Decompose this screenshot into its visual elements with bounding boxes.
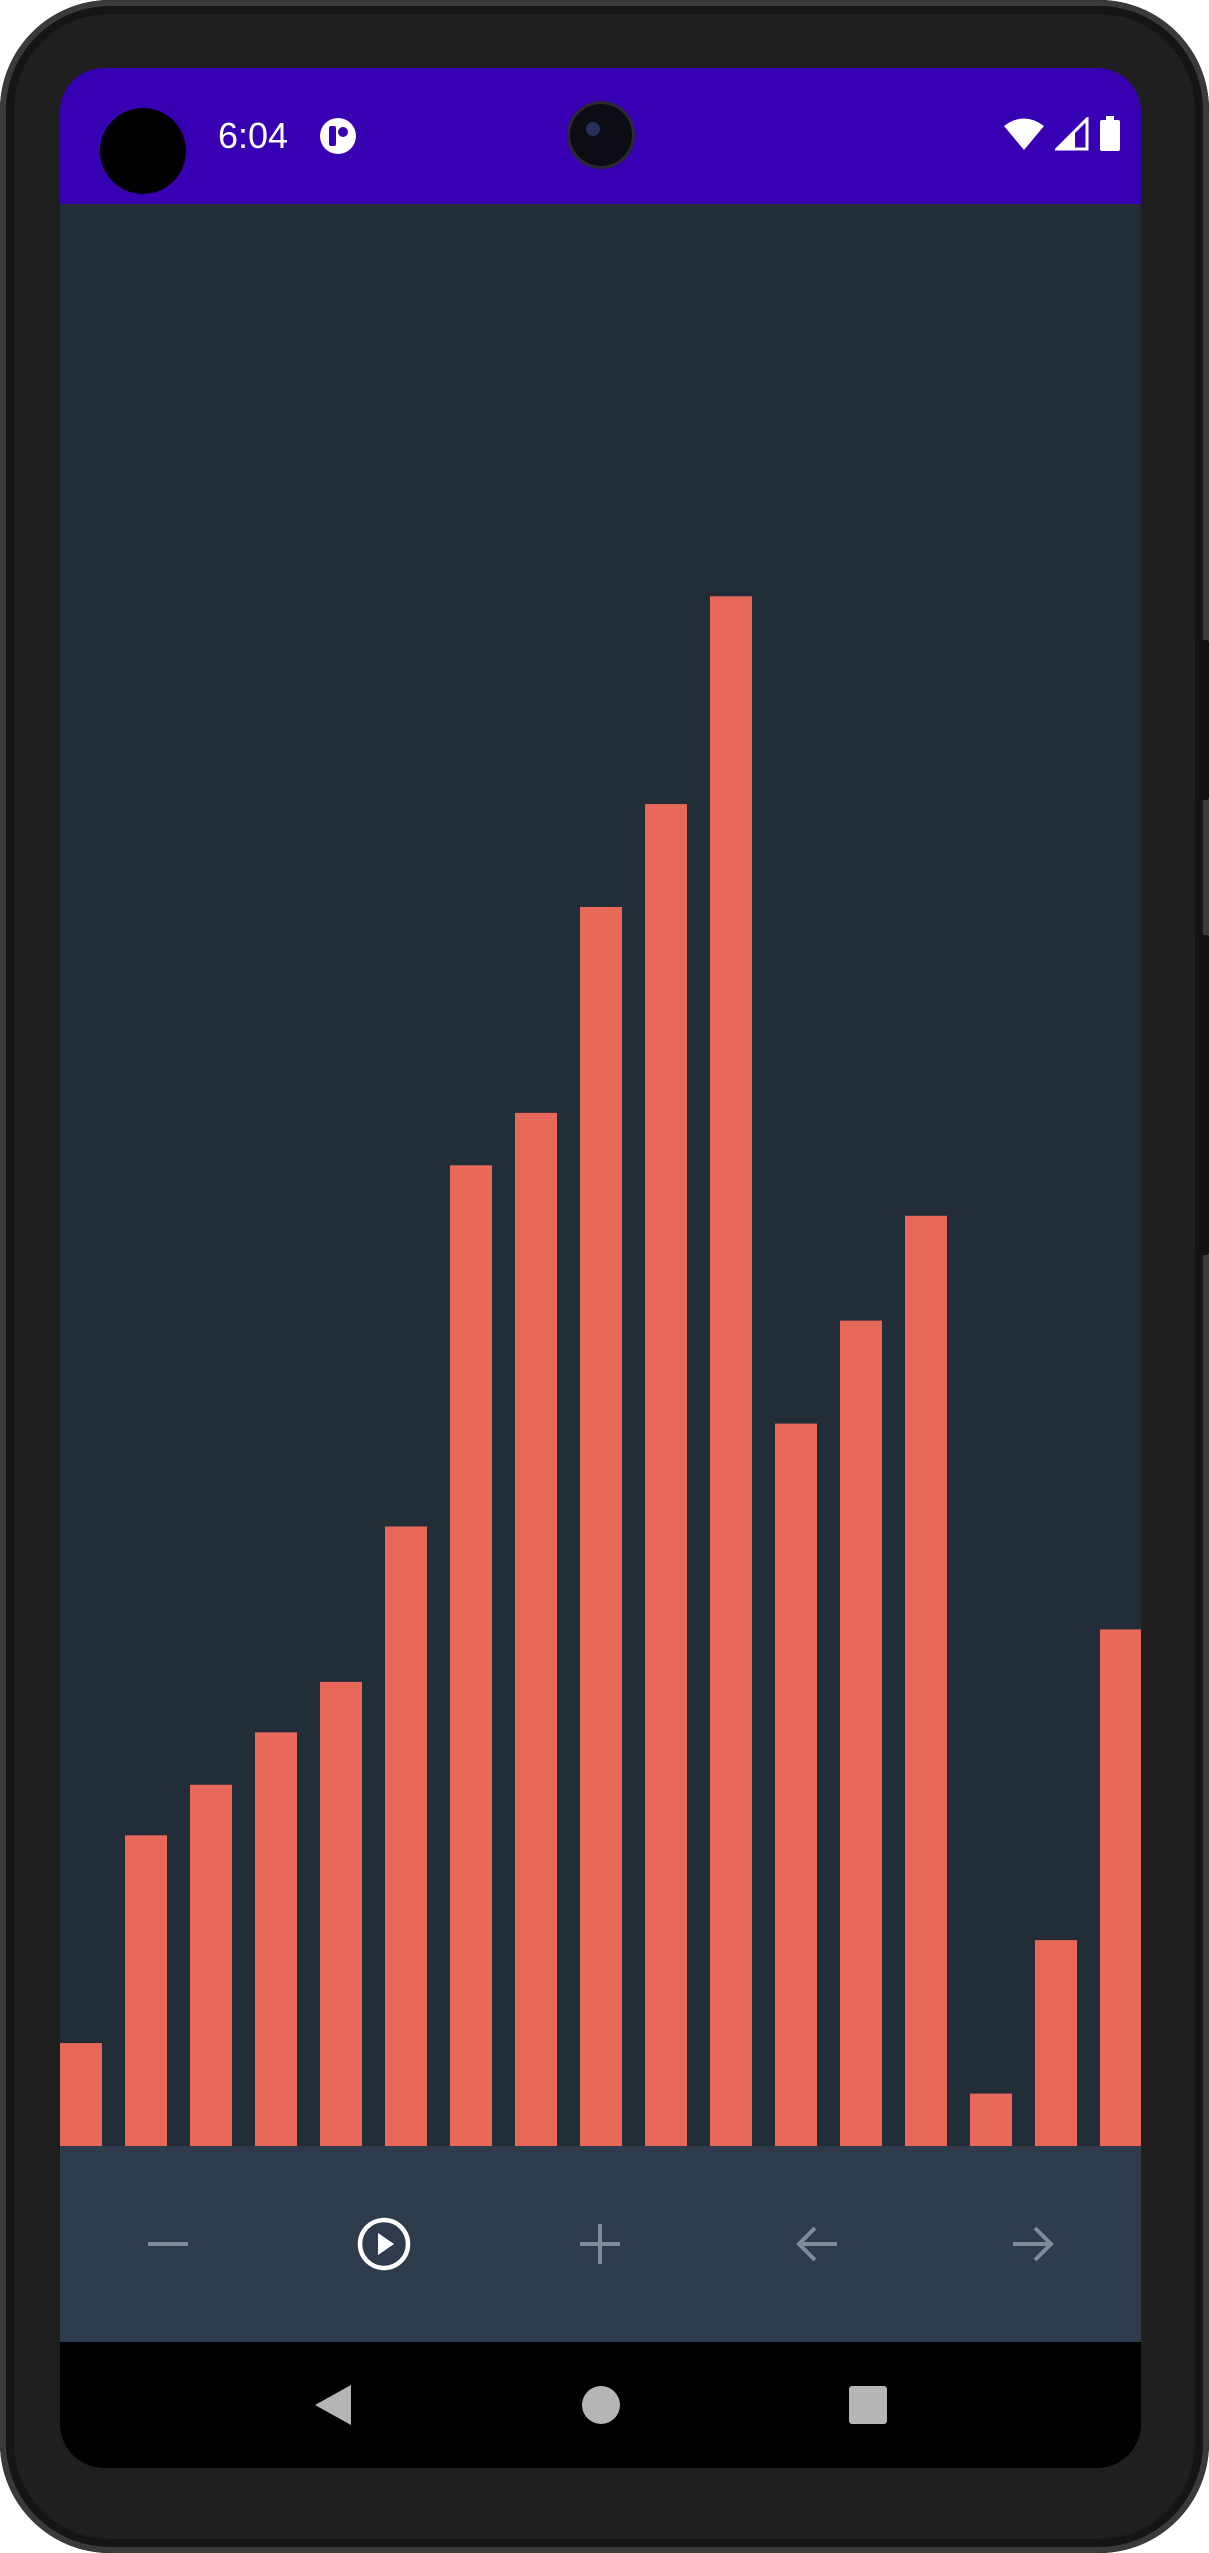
back-icon bbox=[314, 2385, 351, 2425]
chart-bar bbox=[125, 1835, 167, 2146]
chart-bar bbox=[1100, 1629, 1141, 2146]
wifi-icon bbox=[1003, 117, 1045, 156]
recents-icon bbox=[848, 2386, 887, 2424]
recents-button[interactable] bbox=[838, 2375, 898, 2435]
screen: 6:04 bbox=[60, 68, 1141, 2468]
chart-bar bbox=[905, 1215, 947, 2146]
status-bar: 6:04 bbox=[60, 68, 1141, 204]
chart-bar bbox=[385, 1526, 427, 2146]
bar-chart bbox=[60, 204, 1141, 2146]
status-avatar-circle bbox=[100, 108, 186, 194]
home-button[interactable] bbox=[571, 2375, 631, 2435]
chart-bar bbox=[515, 1112, 557, 2146]
status-time: 6:04 bbox=[218, 115, 289, 156]
next-button[interactable] bbox=[983, 2194, 1083, 2294]
chart-bar bbox=[580, 907, 622, 2146]
chart-bar bbox=[190, 1784, 232, 2146]
volume-button bbox=[1199, 640, 1209, 800]
power-button bbox=[1199, 935, 1209, 1255]
play-button[interactable] bbox=[334, 2194, 434, 2294]
chart-bar bbox=[320, 1681, 362, 2146]
arrow-forward-icon bbox=[1012, 2226, 1054, 2262]
chart-bar bbox=[255, 1732, 297, 2146]
home-icon bbox=[581, 2386, 620, 2424]
chart-bar bbox=[840, 1320, 882, 2146]
add-button[interactable] bbox=[550, 2194, 650, 2294]
remove-icon bbox=[148, 2242, 189, 2246]
remove-button[interactable] bbox=[118, 2194, 218, 2294]
cellular-signal-icon bbox=[1053, 115, 1089, 156]
toolbar bbox=[60, 2146, 1141, 2342]
arrow-back-icon bbox=[795, 2226, 837, 2262]
previous-button[interactable] bbox=[767, 2194, 867, 2294]
chart-bar bbox=[450, 1165, 492, 2146]
chart-bar bbox=[645, 804, 687, 2146]
battery-icon bbox=[1099, 116, 1121, 157]
chart-bar bbox=[775, 1423, 817, 2146]
front-camera bbox=[570, 104, 632, 166]
chart-bar bbox=[1035, 1940, 1077, 2146]
add-icon bbox=[580, 2224, 621, 2264]
status-icons bbox=[1003, 115, 1121, 157]
chart-bar bbox=[60, 2043, 102, 2146]
chart-bar bbox=[710, 596, 752, 2146]
back-button[interactable] bbox=[304, 2375, 364, 2435]
bar-chart-svg bbox=[60, 596, 1141, 2146]
play-circle-icon bbox=[358, 2217, 411, 2271]
chart-bar bbox=[970, 2093, 1012, 2146]
app-notification-icon bbox=[318, 116, 358, 161]
navigation-bar bbox=[60, 2342, 1141, 2468]
